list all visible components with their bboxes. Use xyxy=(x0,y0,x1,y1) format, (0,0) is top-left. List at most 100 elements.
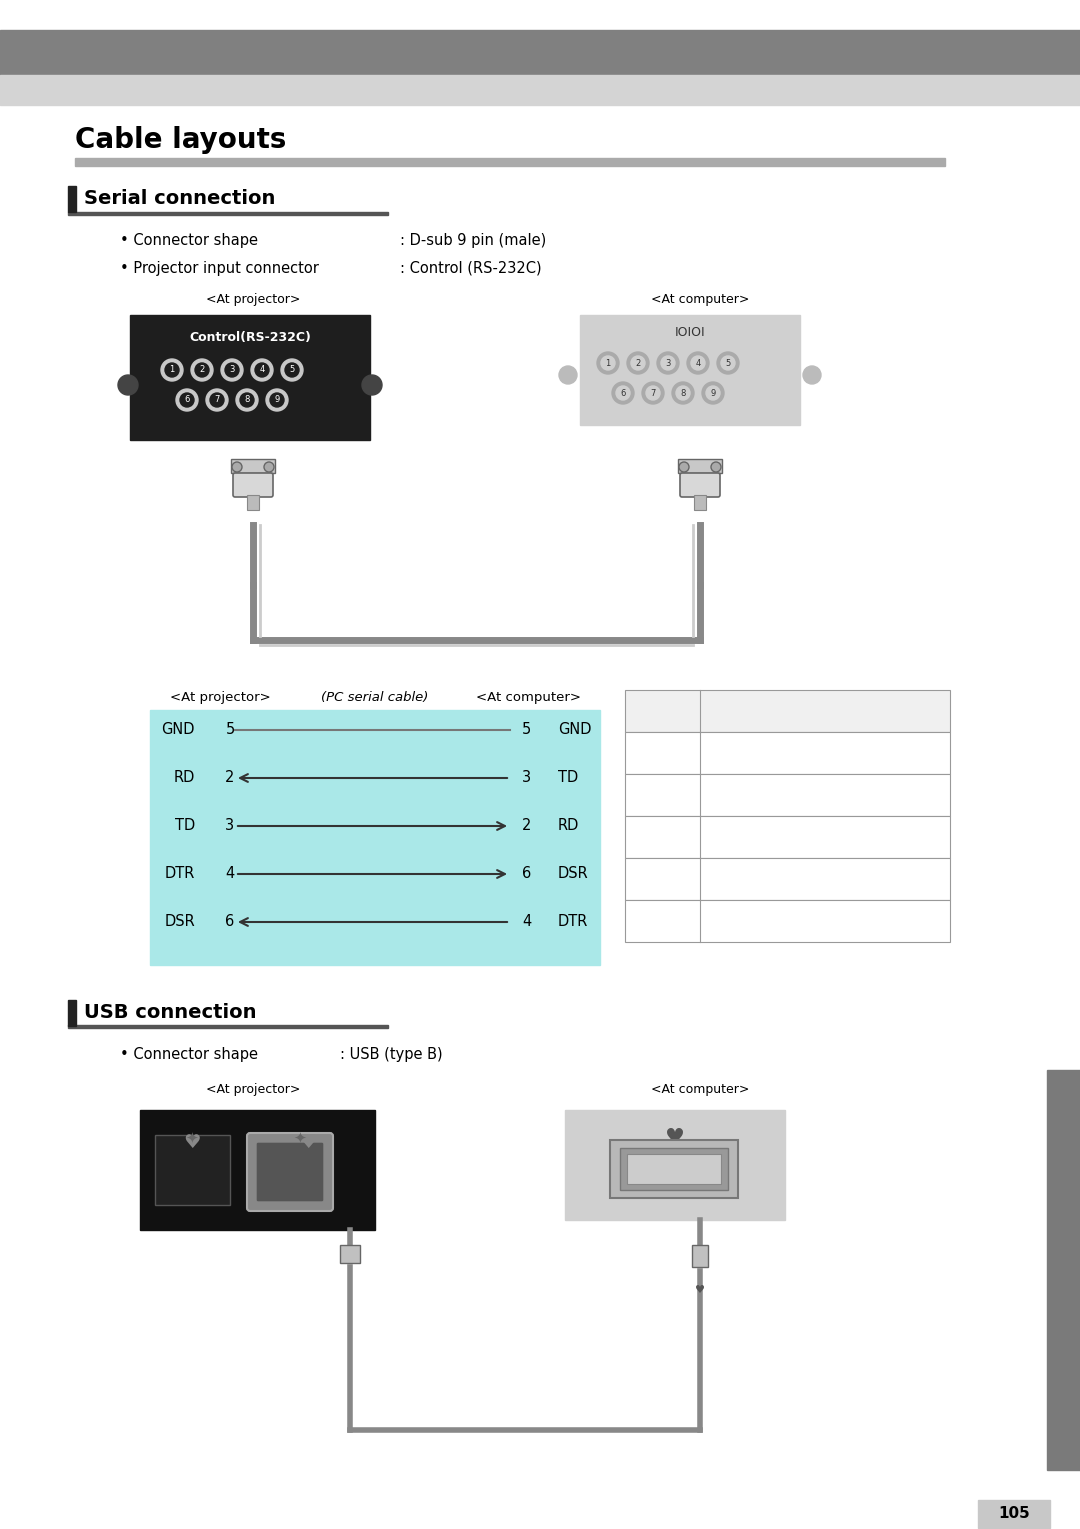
Bar xyxy=(150,709,600,965)
Circle shape xyxy=(264,462,274,472)
Text: Signal: Signal xyxy=(642,703,684,719)
Text: RD: RD xyxy=(174,771,195,786)
Text: DSR: DSR xyxy=(164,914,195,930)
Bar xyxy=(68,187,76,213)
Text: 5: 5 xyxy=(522,723,531,737)
Circle shape xyxy=(702,382,724,404)
Text: • Projector input connector: • Projector input connector xyxy=(120,260,319,275)
Circle shape xyxy=(657,352,679,375)
Circle shape xyxy=(195,362,210,378)
Text: DSR: DSR xyxy=(558,867,589,882)
Circle shape xyxy=(679,462,689,472)
Bar xyxy=(0,75,1080,106)
Circle shape xyxy=(631,356,645,370)
Circle shape xyxy=(237,388,258,411)
Bar xyxy=(0,31,1080,75)
Text: 4: 4 xyxy=(259,365,265,375)
Text: <At projector>: <At projector> xyxy=(206,1084,300,1096)
Circle shape xyxy=(627,352,649,375)
Bar xyxy=(625,816,950,858)
Text: 4: 4 xyxy=(226,867,234,882)
Circle shape xyxy=(676,385,690,401)
Circle shape xyxy=(221,359,243,381)
Bar xyxy=(694,495,706,511)
Text: 4: 4 xyxy=(522,914,531,930)
Text: 3: 3 xyxy=(226,818,234,833)
Bar xyxy=(156,1135,230,1205)
Circle shape xyxy=(612,382,634,404)
Bar xyxy=(1047,1070,1080,1469)
Text: 2: 2 xyxy=(635,358,640,367)
Text: ✦: ✦ xyxy=(294,1130,307,1145)
Circle shape xyxy=(266,388,288,411)
Text: 3: 3 xyxy=(522,771,531,786)
FancyBboxPatch shape xyxy=(247,1133,333,1211)
Text: GND: GND xyxy=(647,746,678,760)
Text: Receive data: Receive data xyxy=(710,830,800,844)
Circle shape xyxy=(270,393,284,407)
FancyBboxPatch shape xyxy=(256,1142,324,1202)
Circle shape xyxy=(711,462,721,472)
Text: Signal wire ground: Signal wire ground xyxy=(710,746,840,760)
Circle shape xyxy=(161,359,183,381)
Circle shape xyxy=(255,362,269,378)
Text: Control(RS-232C): Control(RS-232C) xyxy=(189,330,311,344)
Text: <At projector>: <At projector> xyxy=(170,691,270,705)
Bar xyxy=(565,1110,785,1220)
Circle shape xyxy=(600,356,615,370)
Bar xyxy=(140,1110,375,1229)
Circle shape xyxy=(804,365,821,384)
Text: 1: 1 xyxy=(606,358,610,367)
Circle shape xyxy=(165,362,179,378)
Text: <At computer>: <At computer> xyxy=(651,294,750,306)
Circle shape xyxy=(176,388,198,411)
Text: 4: 4 xyxy=(696,358,701,367)
Text: <At projector>: <At projector> xyxy=(206,294,300,306)
Bar xyxy=(625,732,950,774)
Text: 6: 6 xyxy=(185,396,190,405)
Bar xyxy=(627,1154,721,1183)
Circle shape xyxy=(646,385,660,401)
Text: 5: 5 xyxy=(226,723,234,737)
Bar xyxy=(625,901,950,942)
Circle shape xyxy=(285,362,299,378)
Text: 2: 2 xyxy=(522,818,531,833)
Bar xyxy=(68,1000,76,1026)
Circle shape xyxy=(687,352,708,375)
Text: : Control (RS-232C): : Control (RS-232C) xyxy=(400,260,542,275)
Text: GND: GND xyxy=(162,723,195,737)
Circle shape xyxy=(225,362,239,378)
Text: Cable layouts: Cable layouts xyxy=(75,125,286,154)
Text: IOIOI: IOIOI xyxy=(675,327,705,339)
Bar xyxy=(978,1500,1050,1527)
Text: DTR: DTR xyxy=(558,914,589,930)
Circle shape xyxy=(232,462,242,472)
Text: 105: 105 xyxy=(998,1506,1030,1521)
Text: : USB (type B): : USB (type B) xyxy=(340,1047,443,1063)
Bar xyxy=(247,495,259,511)
Circle shape xyxy=(706,385,720,401)
FancyBboxPatch shape xyxy=(233,472,273,497)
Text: 9: 9 xyxy=(711,388,716,398)
Text: 3: 3 xyxy=(229,365,234,375)
Circle shape xyxy=(721,356,735,370)
Text: USB connection: USB connection xyxy=(84,1003,257,1023)
Circle shape xyxy=(691,356,705,370)
Bar xyxy=(68,1024,388,1027)
Text: • Connector shape: • Connector shape xyxy=(120,232,258,248)
Circle shape xyxy=(597,352,619,375)
Text: Data set ready: Data set ready xyxy=(710,872,813,885)
Text: ✦: ✦ xyxy=(186,1130,199,1145)
Text: 5: 5 xyxy=(289,365,295,375)
Circle shape xyxy=(717,352,739,375)
Bar xyxy=(580,315,800,425)
Bar xyxy=(610,1141,738,1199)
Text: Data terminal ready: Data terminal ready xyxy=(710,914,850,928)
Bar xyxy=(75,157,945,167)
Circle shape xyxy=(616,385,630,401)
Text: ♥: ♥ xyxy=(665,1128,685,1148)
Text: <At computer>: <At computer> xyxy=(475,691,581,705)
Text: GND: GND xyxy=(558,723,592,737)
Text: <At computer>: <At computer> xyxy=(651,1084,750,1096)
Bar xyxy=(68,213,388,216)
